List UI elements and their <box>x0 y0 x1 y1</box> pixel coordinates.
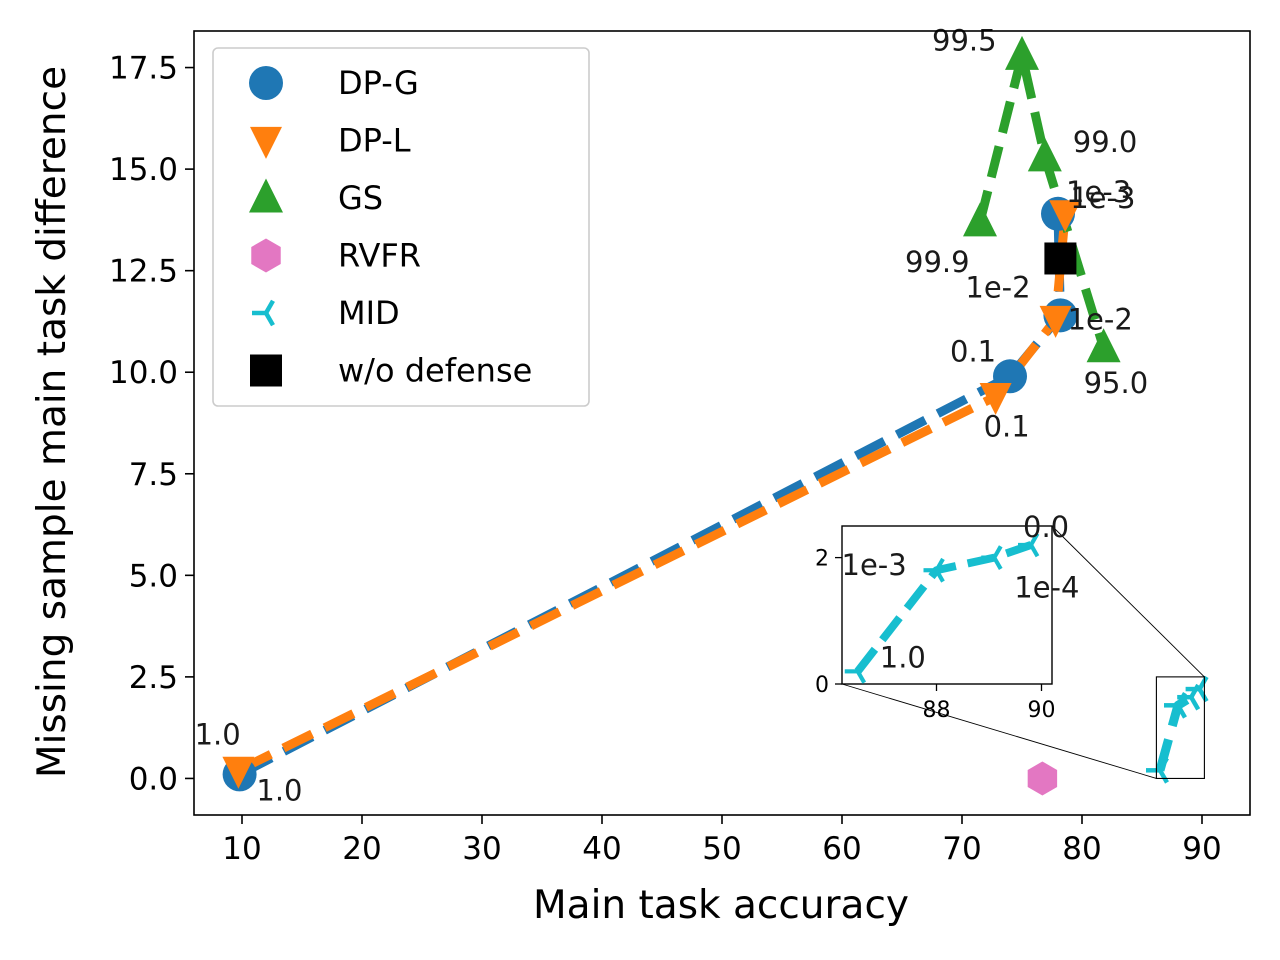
point-dp-l-3 <box>222 756 255 789</box>
point-label-gs-1: 99.5 <box>932 23 997 57</box>
point-label-gs-2: 99.0 <box>1073 125 1138 159</box>
x-tick-label: 40 <box>582 831 621 867</box>
x-tick-label: 10 <box>222 831 261 867</box>
point-label-dp-g-1: 1e-2 <box>965 270 1030 304</box>
legend-entry-dp-g: DP-G <box>249 64 419 102</box>
main-axes: 10 20 30 40 50 60 70 80 900.02.55.07.510.012.515… <box>109 30 1251 867</box>
point-mid-3 <box>1185 675 1209 703</box>
inset-zoom: 1.0 1e-3 1e-4 0.0 88 90 0 2 <box>815 510 1205 779</box>
point-label-dp-l-0: 1e-3 <box>1070 181 1135 215</box>
main-plot-markers <box>222 35 1209 796</box>
zoom-connector-bottom <box>841 683 1157 779</box>
inset-point-3 <box>1018 532 1040 558</box>
inset-point-1 <box>923 557 945 583</box>
point-gs-2 <box>1027 137 1062 172</box>
legend-label-dp-l: DP-L <box>338 122 411 160</box>
point-dp-l-1 <box>1039 305 1072 338</box>
point-gs-3 <box>1086 328 1121 363</box>
legend-marker-gs <box>249 178 283 213</box>
y-tick-label: 5.0 <box>129 558 178 594</box>
x-tick-label: 30 <box>462 831 501 867</box>
inset-series-line <box>854 541 1033 674</box>
legend-marker-mid <box>252 299 275 327</box>
point-w-o-defense-0 <box>1044 242 1077 275</box>
legend-entry-mid: MID <box>252 294 400 332</box>
point-label-dp-l-2: 0.1 <box>984 410 1030 444</box>
legend-entry-dp-l: DP-L <box>250 122 411 160</box>
inset-point-0 <box>844 659 867 684</box>
legend-marker-rvfr <box>251 238 281 273</box>
legend-label-w-o-defense: w/o defense <box>338 352 532 390</box>
point-mid-0 <box>1146 757 1169 784</box>
x-tick-label: 90 <box>1182 831 1221 867</box>
legend-entry-gs: GS <box>249 178 383 217</box>
x-tick-label: 70 <box>942 831 981 867</box>
main-plot-annotations: 1e-3 1e-2 0.1 1.0 1e-3 1e-2 0.1 1.0 99.9 99.5 99.0… <box>195 23 1149 807</box>
y-tick-label: 7.5 <box>129 457 178 493</box>
point-gs-1 <box>1005 35 1039 70</box>
legend: DP-G DP-L GS RVFR MID w/o defense <box>212 47 590 407</box>
series-line-mid <box>1155 685 1203 772</box>
inset-y-tick-label: 0 <box>815 673 829 698</box>
legend-marker-w-o-defense <box>250 354 282 387</box>
inset-point-label-3: 0.0 <box>1023 510 1069 544</box>
inset-x-tick-label: 88 <box>923 698 951 723</box>
x-tick-label: 20 <box>342 831 381 867</box>
point-label-dp-g-0: 1e-3 <box>1066 175 1131 209</box>
y-tick-label: 15.0 <box>109 152 178 188</box>
inset-y-tick-label: 2 <box>815 547 829 572</box>
point-label-dp-g-2: 0.1 <box>950 334 996 368</box>
legend-box <box>212 47 590 407</box>
point-rvfr-0 <box>1027 761 1058 796</box>
y-tick-label: 12.5 <box>109 254 178 290</box>
y-tick-label: 2.5 <box>129 660 178 696</box>
legend-entry-rvfr: RVFR <box>251 237 421 275</box>
legend-label-dp-g: DP-G <box>338 64 419 102</box>
inset-point-label-2: 1e-4 <box>1014 571 1079 605</box>
point-gs-0 <box>963 202 997 237</box>
y-axis-label: Missing sample main task difference <box>30 66 75 778</box>
inset-x-tick-label: 90 <box>1028 698 1056 723</box>
point-label-dp-l-3: 1.0 <box>256 773 302 807</box>
zoom-connector-top <box>1051 525 1205 678</box>
y-tick-label: 10.0 <box>109 355 178 391</box>
inset-point-label-1: 1e-3 <box>842 548 907 582</box>
x-tick-label: 60 <box>822 831 861 867</box>
y-tick-label: 0.0 <box>129 761 178 797</box>
zoom-region-box <box>1155 676 1205 779</box>
legend-entry-w-o-defense: w/o defense <box>250 352 532 390</box>
legend-label-gs: GS <box>338 179 383 217</box>
legend-label-mid: MID <box>338 294 400 332</box>
inset-point-2 <box>981 545 1003 570</box>
inset-point-label-0: 1.0 <box>880 640 926 674</box>
legend-marker-dp-g <box>249 66 283 100</box>
legend-marker-dp-l <box>250 126 282 159</box>
x-tick-label: 50 <box>702 831 741 867</box>
point-label-gs-3: 95.0 <box>1084 366 1149 400</box>
y-tick-label: 17.5 <box>109 51 178 87</box>
point-label-dp-l-1: 1e-2 <box>1068 302 1133 336</box>
legend-label-rvfr: RVFR <box>338 237 421 275</box>
x-axis-label: Main task accuracy <box>533 883 909 928</box>
point-dp-l-2 <box>979 382 1012 415</box>
x-tick-label: 80 <box>1062 831 1101 867</box>
point-dp-l-0 <box>1049 200 1082 233</box>
point-label-gs-0: 99.9 <box>905 245 970 279</box>
point-label-dp-g-3: 1.0 <box>195 717 241 751</box>
